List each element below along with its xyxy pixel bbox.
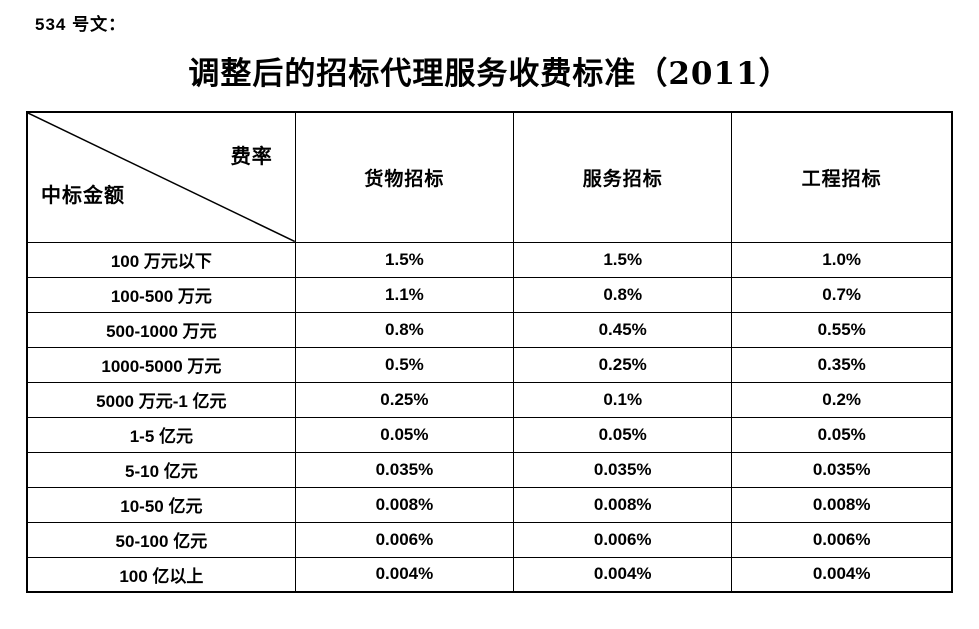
table-row: 1-5 亿元 0.05% 0.05% 0.05% — [26, 416, 953, 453]
rate-value-goods: 0.25% — [294, 381, 515, 418]
table-body: 100 万元以下 1.5% 1.5% 1.0% 100-500 万元 1.1% … — [26, 241, 953, 593]
rate-value-service: 0.25% — [513, 346, 733, 383]
table-row: 100-500 万元 1.1% 0.8% 0.7% — [26, 276, 953, 313]
table-row: 100 万元以下 1.5% 1.5% 1.0% — [26, 241, 953, 278]
amount-range-label: 100-500 万元 — [26, 276, 296, 313]
column-header-engineering-bidding: 工程招标 — [731, 111, 953, 243]
rate-value-engineering: 0.05% — [731, 416, 953, 453]
rate-value-goods: 0.004% — [294, 556, 515, 593]
header-row: 费率 中标金额 货物招标 服务招标 工程招标 — [26, 111, 953, 243]
table-row: 50-100 亿元 0.006% 0.006% 0.006% — [26, 521, 953, 558]
doc-number-label: 534 号文： — [35, 15, 127, 34]
rate-value-service: 0.45% — [513, 311, 733, 348]
rate-value-goods: 0.5% — [294, 346, 515, 383]
rate-value-engineering: 0.7% — [731, 276, 953, 313]
rate-value-goods: 0.008% — [294, 486, 515, 523]
rate-value-goods: 1.5% — [294, 241, 515, 278]
rate-value-service: 0.004% — [513, 556, 733, 593]
corner-label-bid-amount: 中标金额 — [41, 183, 125, 207]
diagonal-divider-line — [28, 113, 295, 242]
table-row: 10-50 亿元 0.008% 0.008% 0.008% — [26, 486, 953, 523]
rate-value-service: 0.008% — [513, 486, 733, 523]
table-row: 500-1000 万元 0.8% 0.45% 0.55% — [26, 311, 953, 348]
column-header-goods-bidding: 货物招标 — [294, 111, 515, 243]
page-title: 调整后的招标代理服务收费标准（2011） — [188, 56, 791, 92]
rate-value-engineering: 0.35% — [731, 346, 953, 383]
rate-value-service: 1.5% — [513, 241, 733, 278]
amount-range-label: 500-1000 万元 — [26, 311, 296, 348]
rate-value-engineering: 0.006% — [731, 521, 953, 558]
table-row: 5-10 亿元 0.035% 0.035% 0.035% — [26, 451, 953, 488]
table-row: 100 亿以上 0.004% 0.004% 0.004% — [26, 556, 953, 593]
table-row: 5000 万元-1 亿元 0.25% 0.1% 0.2% — [26, 381, 953, 418]
fee-standard-table: 费率 中标金额 货物招标 服务招标 工程招标 100 万元以下 1.5% 1.5… — [26, 111, 953, 593]
rate-value-goods: 0.035% — [294, 451, 515, 488]
column-header-service-bidding: 服务招标 — [513, 111, 733, 243]
rate-value-service: 0.1% — [513, 381, 733, 418]
rate-value-engineering: 0.55% — [731, 311, 953, 348]
rate-value-engineering: 0.008% — [731, 486, 953, 523]
corner-label-rate: 费率 — [230, 144, 273, 168]
amount-range-label: 100 万元以下 — [26, 241, 296, 278]
rate-value-goods: 1.1% — [294, 276, 515, 313]
rate-value-service: 0.8% — [513, 276, 733, 313]
amount-range-label: 5000 万元-1 亿元 — [26, 381, 296, 418]
rate-value-goods: 0.05% — [294, 416, 515, 453]
amount-range-label: 50-100 亿元 — [26, 521, 296, 558]
rate-value-service: 0.006% — [513, 521, 733, 558]
rate-value-goods: 0.006% — [294, 521, 515, 558]
amount-range-label: 100 亿以上 — [26, 556, 296, 593]
amount-range-label: 5-10 亿元 — [26, 451, 296, 488]
rate-value-engineering: 0.004% — [731, 556, 953, 593]
amount-range-label: 10-50 亿元 — [26, 486, 296, 523]
amount-range-label: 1000-5000 万元 — [26, 346, 296, 383]
corner-header-cell: 费率 中标金额 — [26, 111, 296, 243]
amount-range-label: 1-5 亿元 — [26, 416, 296, 453]
rate-value-engineering: 1.0% — [731, 241, 953, 278]
rate-value-service: 0.05% — [513, 416, 733, 453]
rate-value-engineering: 0.035% — [731, 451, 953, 488]
rate-value-service: 0.035% — [513, 451, 733, 488]
rate-value-goods: 0.8% — [294, 311, 515, 348]
rate-value-engineering: 0.2% — [731, 381, 953, 418]
table-row: 1000-5000 万元 0.5% 0.25% 0.35% — [26, 346, 953, 383]
